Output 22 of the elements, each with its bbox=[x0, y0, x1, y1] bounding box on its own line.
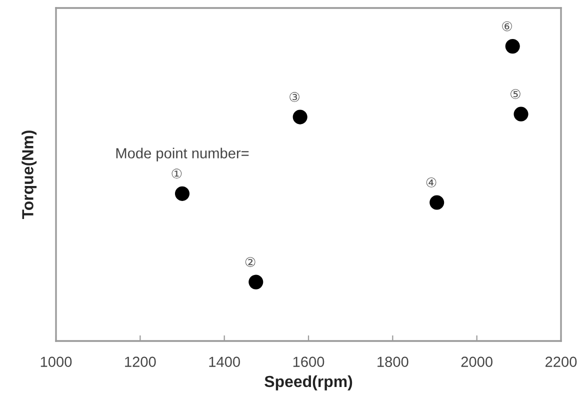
annotation: ④ bbox=[426, 178, 436, 188]
x-tick-label: 2200 bbox=[546, 356, 577, 367]
point bbox=[292, 110, 308, 124]
x-tick-label: 1600 bbox=[293, 356, 324, 367]
annotation: ⑤ bbox=[510, 89, 520, 99]
annotation: Mode point number= bbox=[116, 148, 249, 162]
point bbox=[505, 39, 520, 54]
x-tick-label: 1800 bbox=[378, 356, 408, 367]
x-tick-label: 1200 bbox=[125, 356, 156, 367]
x-tick-label: 2000 bbox=[461, 356, 492, 367]
x-tick-label: 1000 bbox=[40, 356, 72, 367]
x-axis-title: Speed(rpm) bbox=[264, 375, 352, 390]
x-tick-label: 1400 bbox=[209, 356, 240, 367]
annotation: ① bbox=[172, 168, 182, 179]
point bbox=[248, 274, 264, 290]
point bbox=[514, 106, 528, 122]
annotation: ⑥ bbox=[502, 21, 512, 32]
point bbox=[174, 186, 190, 201]
annotation: ② bbox=[245, 257, 256, 267]
annotation: ③ bbox=[290, 92, 300, 102]
point bbox=[430, 195, 444, 210]
y-axis-title: Torque(Nm) bbox=[22, 130, 37, 219]
